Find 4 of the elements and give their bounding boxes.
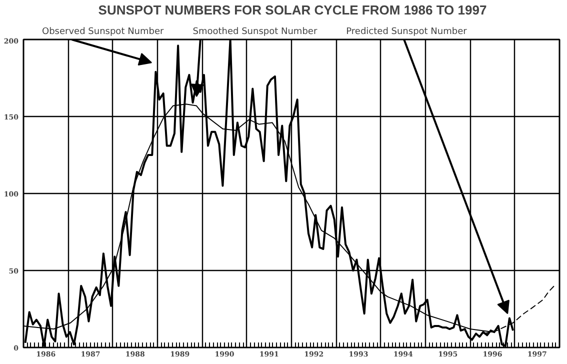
text: Smoothed Sunspot Number [192,27,318,37]
series-label: Observed Sunspot Number [42,27,164,37]
text: Predicted Sunspot Number [346,27,467,37]
chart-title: SUNSPOT NUMBERS FOR SOLAR CYCLE FROM 1986 TO 1997 [98,2,487,18]
